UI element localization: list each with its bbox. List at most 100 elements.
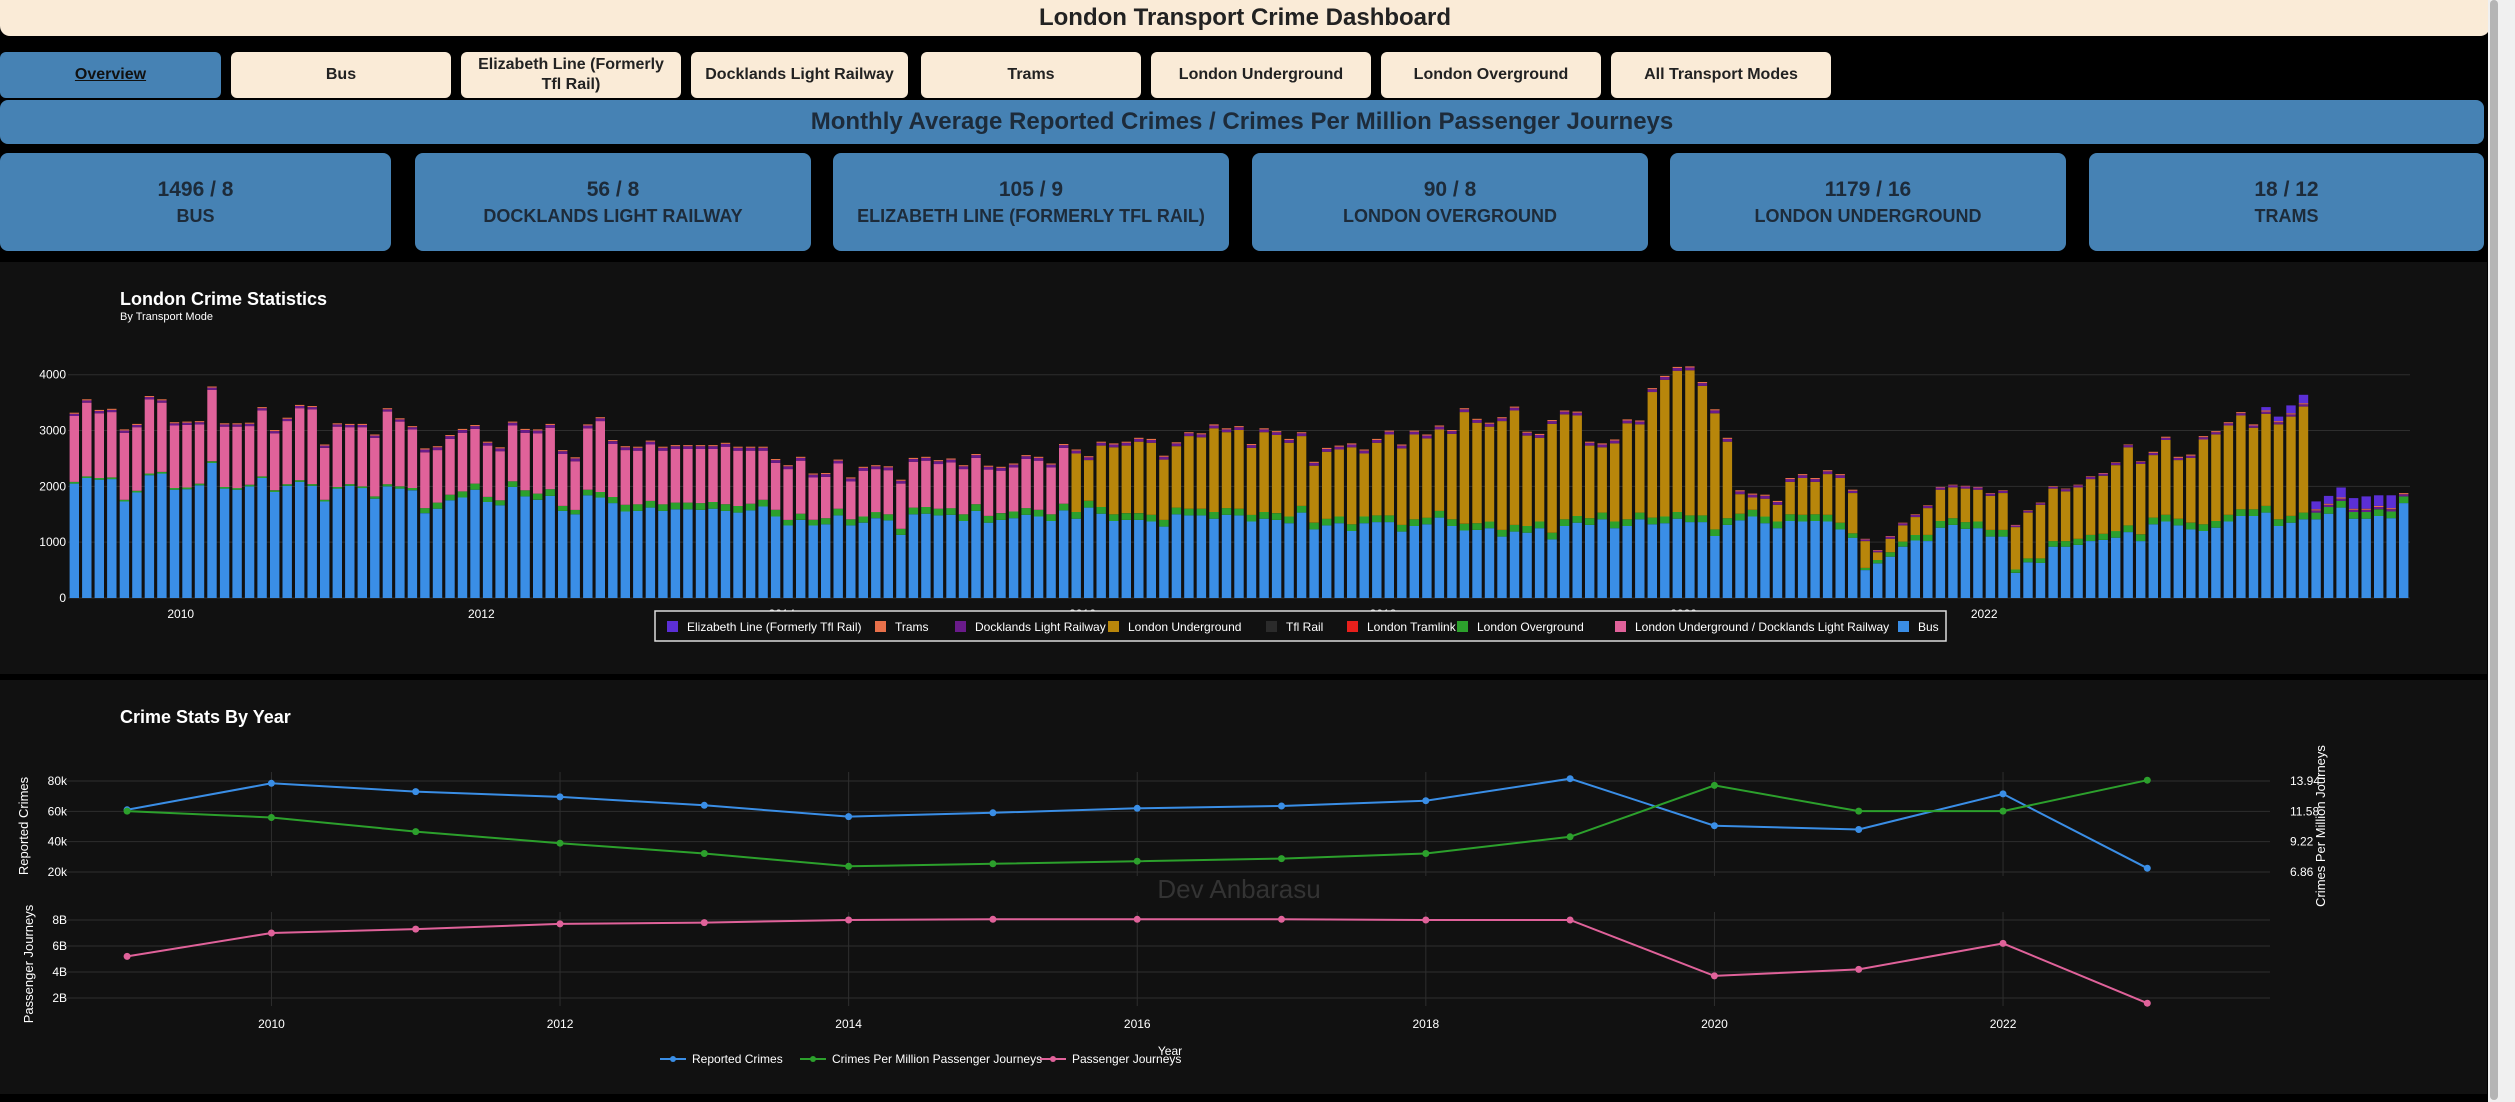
data-point[interactable] bbox=[989, 915, 997, 923]
bar-segment bbox=[2298, 404, 2309, 407]
data-point[interactable] bbox=[845, 916, 853, 924]
bar-segment bbox=[1885, 556, 1895, 598]
data-point[interactable] bbox=[1999, 790, 2007, 798]
data-point[interactable] bbox=[1133, 915, 1141, 923]
bar-segment bbox=[1747, 497, 1758, 510]
data-point[interactable] bbox=[845, 813, 853, 821]
bar-segment bbox=[194, 424, 205, 484]
legend-label[interactable]: Elizabeth Line (Formerly Tfl Rail) bbox=[687, 620, 862, 634]
data-point[interactable] bbox=[1566, 833, 1574, 841]
data-point[interactable] bbox=[700, 850, 708, 857]
legend-label[interactable]: Crimes Per Million Passenger Journeys bbox=[832, 1052, 1042, 1066]
bar-segment bbox=[1522, 435, 1532, 526]
data-point[interactable] bbox=[267, 779, 275, 787]
data-point[interactable] bbox=[989, 809, 997, 817]
data-point[interactable] bbox=[845, 862, 853, 870]
data-point[interactable] bbox=[1278, 915, 1285, 923]
data-point[interactable] bbox=[412, 828, 420, 836]
legend-label[interactable]: London Underground bbox=[1128, 620, 1241, 634]
bar-segment bbox=[2186, 455, 2196, 458]
tab-docklands-light-railway[interactable]: Docklands Light Railway bbox=[691, 52, 908, 98]
bar-segment bbox=[1572, 415, 1582, 516]
tab-london-underground[interactable]: London Underground bbox=[1151, 52, 1371, 98]
data-point[interactable] bbox=[412, 788, 420, 796]
scrollbar-thumb[interactable] bbox=[2490, 0, 2498, 1100]
legend-label[interactable]: Docklands Light Railway bbox=[975, 620, 1106, 634]
data-point[interactable] bbox=[700, 919, 708, 927]
data-point[interactable] bbox=[267, 929, 275, 937]
data-point[interactable] bbox=[267, 814, 275, 821]
bar-segment bbox=[658, 504, 668, 511]
tab-london-overground[interactable]: London Overground bbox=[1381, 52, 1601, 98]
tab-all-transport-modes[interactable]: All Transport Modes bbox=[1611, 52, 1831, 98]
bar-segment bbox=[1259, 429, 1269, 433]
bar-segment bbox=[1096, 441, 1106, 443]
data-point[interactable] bbox=[2143, 776, 2151, 784]
bar-segment bbox=[132, 423, 142, 425]
bar-segment bbox=[1121, 519, 1131, 598]
bar-segment bbox=[1384, 515, 1394, 523]
legend-label[interactable]: London Overground bbox=[1477, 620, 1584, 634]
data-point[interactable] bbox=[2143, 864, 2151, 872]
legend-label[interactable]: Passenger Journeys bbox=[1072, 1052, 1181, 1066]
data-point[interactable] bbox=[1133, 804, 1141, 812]
data-point[interactable] bbox=[1422, 850, 1430, 857]
bar-segment bbox=[745, 450, 756, 504]
bar-segment bbox=[1822, 521, 1833, 598]
bar-segment bbox=[432, 447, 443, 451]
data-point[interactable] bbox=[1566, 916, 1574, 924]
data-point[interactable] bbox=[1999, 807, 2007, 815]
bar-segment bbox=[207, 461, 217, 463]
bar-segment bbox=[1735, 520, 1745, 598]
bar-segment bbox=[1923, 505, 1933, 509]
data-point[interactable] bbox=[556, 920, 564, 928]
data-point[interactable] bbox=[556, 793, 564, 801]
data-point[interactable] bbox=[1710, 781, 1718, 789]
data-point[interactable] bbox=[1855, 826, 1863, 833]
bar-segment bbox=[307, 484, 317, 486]
tab-bus[interactable]: Bus bbox=[231, 52, 451, 98]
bar-segment bbox=[1372, 438, 1382, 440]
data-point[interactable] bbox=[1422, 916, 1430, 924]
data-point[interactable] bbox=[2143, 999, 2151, 1007]
bar-segment bbox=[783, 469, 793, 520]
legend-label[interactable]: Trams bbox=[895, 620, 929, 634]
bar-segment bbox=[345, 427, 355, 485]
bar-segment bbox=[946, 514, 956, 598]
data-point[interactable] bbox=[1422, 797, 1430, 805]
bar-segment bbox=[1710, 410, 1720, 414]
tab-elizabeth-line[interactable]: Elizabeth Line (Formerly Tfl Rail) bbox=[461, 52, 681, 98]
data-point[interactable] bbox=[556, 839, 564, 847]
bar-segment bbox=[558, 505, 568, 511]
data-point[interactable] bbox=[1999, 939, 2007, 947]
data-point[interactable] bbox=[123, 952, 131, 960]
bar-segment bbox=[1109, 521, 1119, 598]
data-point[interactable] bbox=[1710, 822, 1718, 830]
bar-segment bbox=[1647, 392, 1657, 518]
data-point[interactable] bbox=[123, 807, 131, 815]
bar-segment bbox=[370, 435, 380, 438]
data-point[interactable] bbox=[1855, 807, 1863, 815]
legend-label[interactable]: London Tramlink bbox=[1367, 620, 1457, 634]
bar-segment bbox=[507, 481, 518, 487]
data-point[interactable] bbox=[1133, 857, 1141, 865]
data-point[interactable] bbox=[1710, 972, 1718, 980]
bar-segment bbox=[883, 520, 893, 598]
tab-trams[interactable]: Trams bbox=[921, 52, 1141, 98]
bar-segment bbox=[1033, 516, 1044, 598]
legend-label[interactable]: London Underground / Docklands Light Rai… bbox=[1635, 620, 1889, 634]
data-point[interactable] bbox=[1278, 855, 1285, 863]
data-point[interactable] bbox=[1278, 802, 1285, 810]
bar-segment bbox=[1121, 442, 1131, 446]
bar-segment bbox=[1797, 521, 1808, 598]
legend-label[interactable]: Bus bbox=[1918, 620, 1939, 634]
data-point[interactable] bbox=[1855, 965, 1863, 973]
data-point[interactable] bbox=[989, 860, 997, 868]
legend-label[interactable]: Reported Crimes bbox=[692, 1052, 783, 1066]
data-point[interactable] bbox=[1566, 775, 1574, 783]
legend-label[interactable]: Tfl Rail bbox=[1286, 620, 1323, 634]
bar-segment bbox=[1772, 521, 1783, 529]
data-point[interactable] bbox=[700, 801, 708, 809]
tab-overview[interactable]: Overview bbox=[0, 52, 221, 98]
data-point[interactable] bbox=[412, 925, 420, 933]
